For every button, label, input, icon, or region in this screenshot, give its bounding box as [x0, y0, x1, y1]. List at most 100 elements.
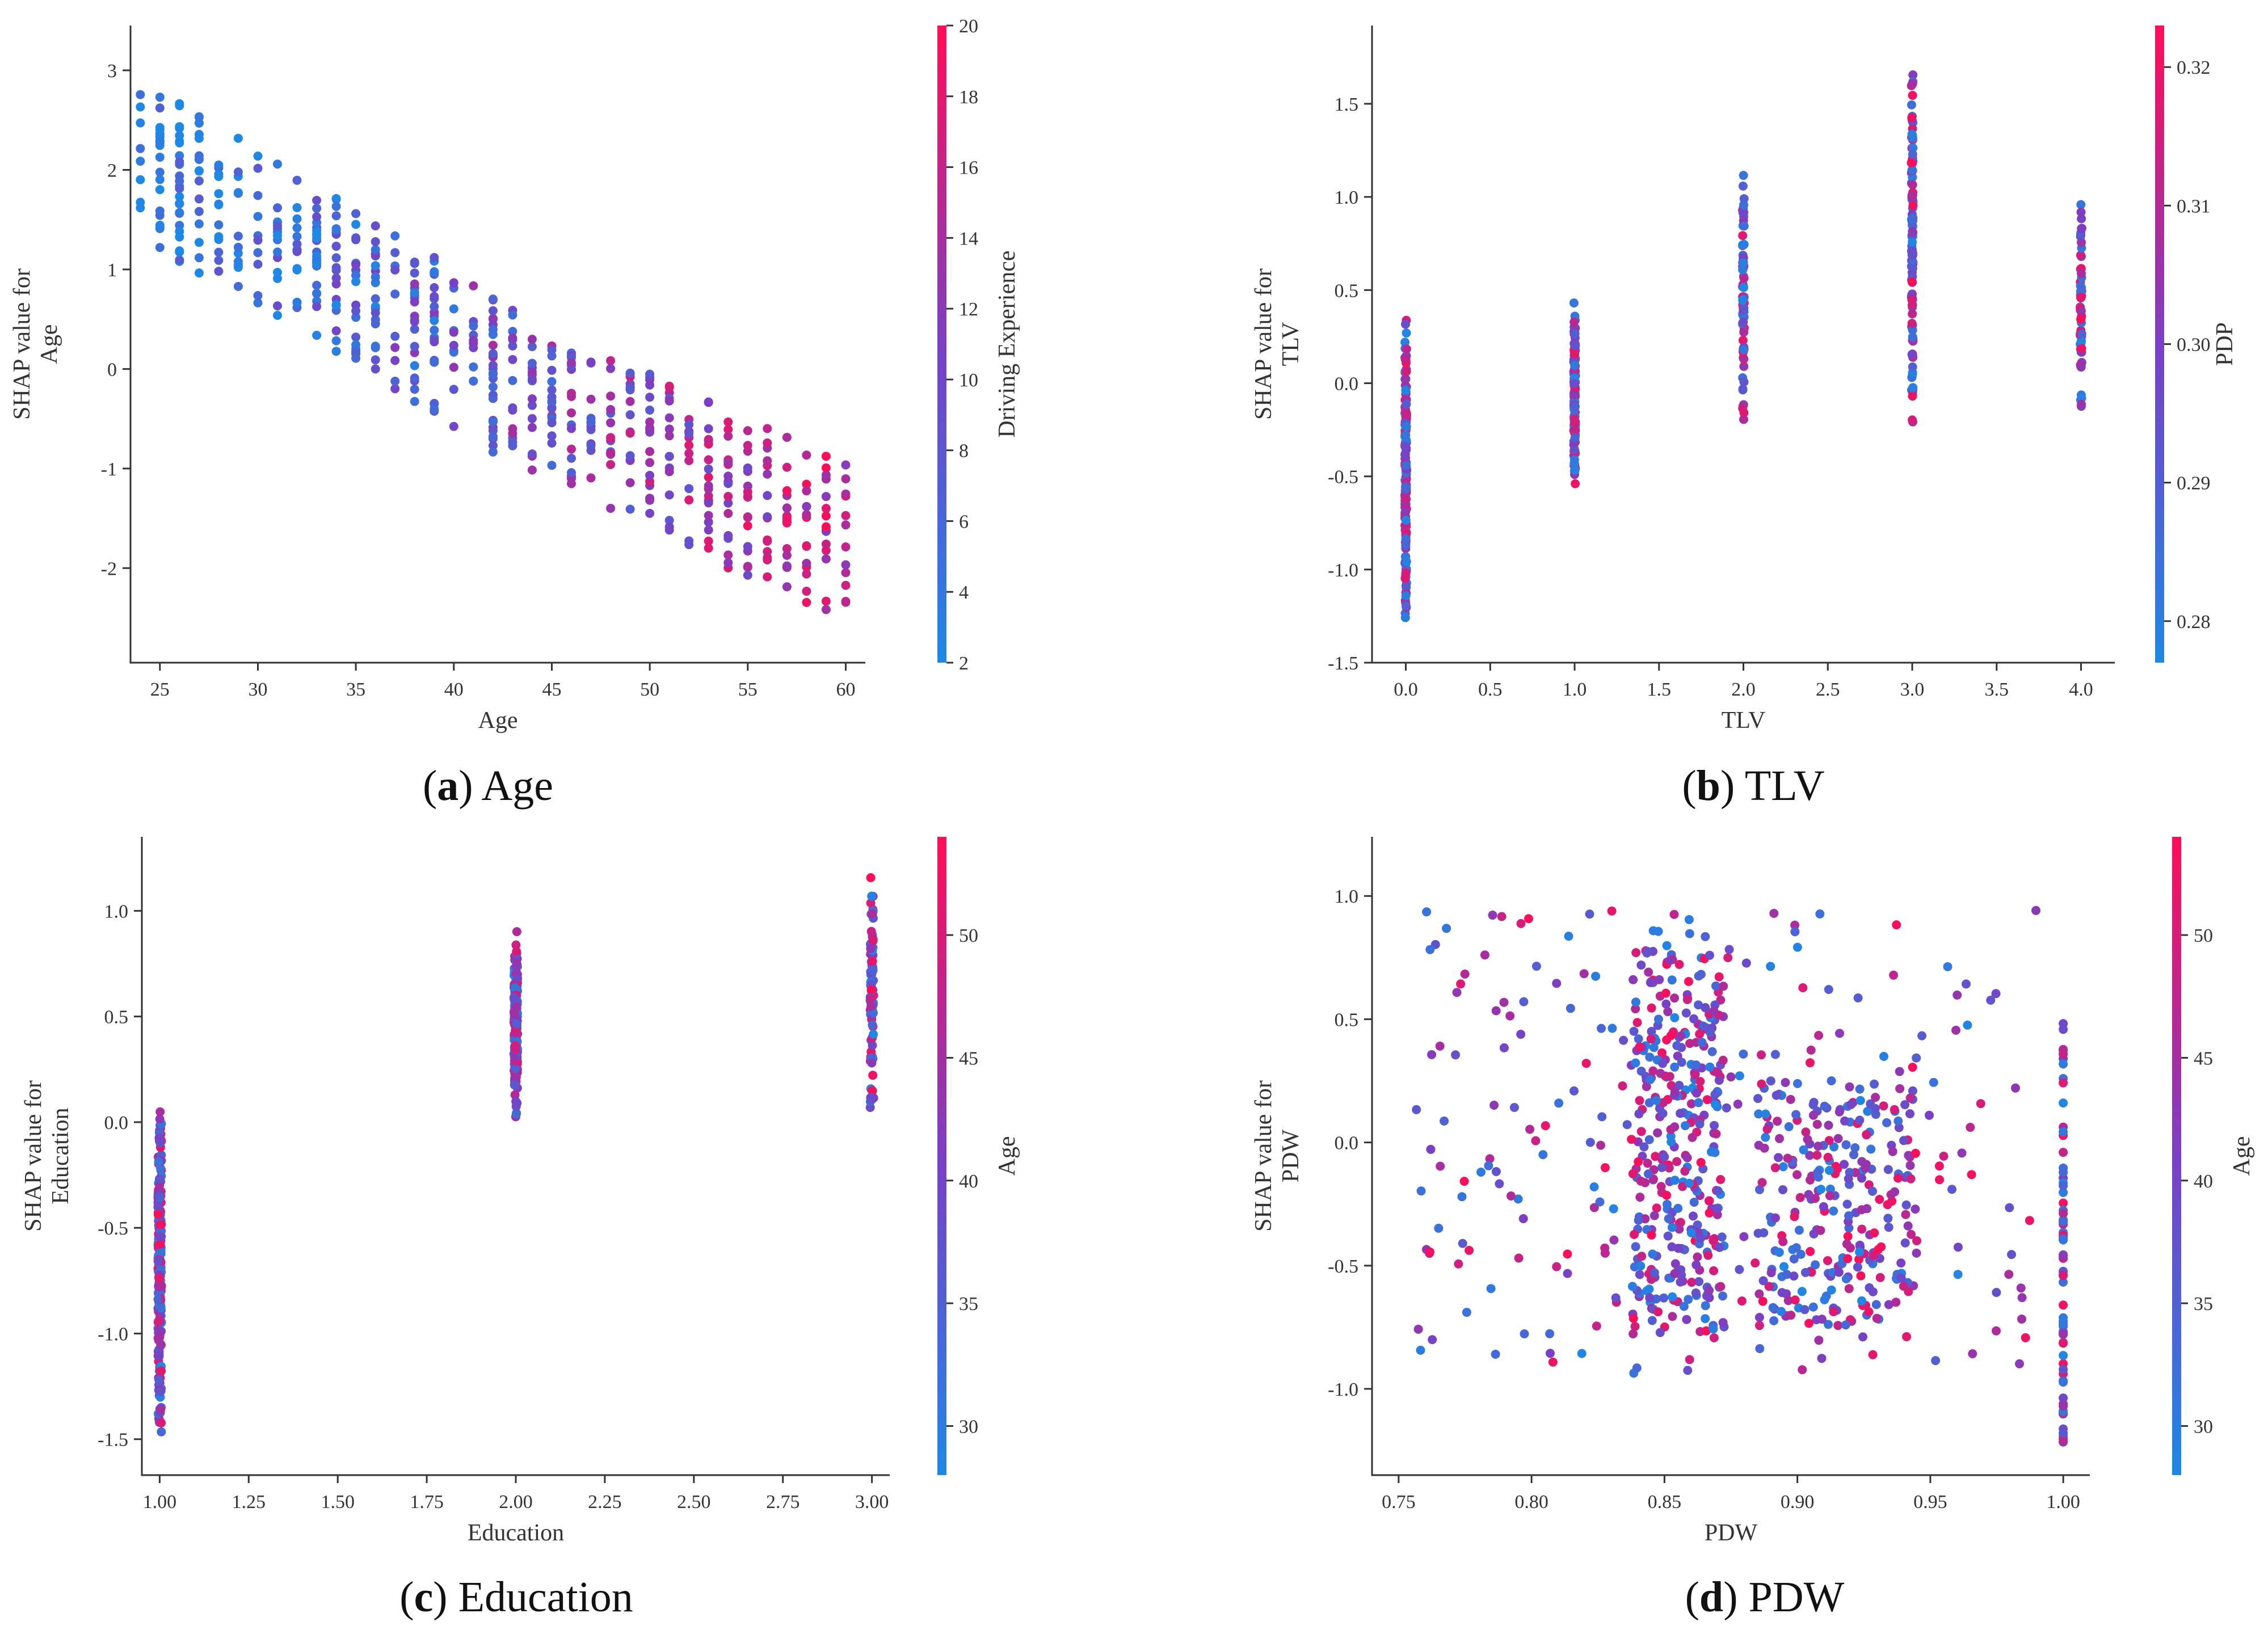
y-tick-label: -2 [101, 558, 117, 579]
scatter-point [821, 463, 831, 473]
scatter-point [155, 1240, 164, 1249]
scatter-point [763, 536, 772, 546]
scatter-point [1943, 962, 1953, 971]
scatter-point [866, 985, 876, 995]
scatter-point [1816, 1225, 1825, 1235]
scatter-point [1853, 993, 1863, 1003]
scatter-point [1661, 999, 1671, 1009]
scatter-point [1907, 295, 1917, 305]
scatter-point [371, 308, 380, 318]
scatter-point [1681, 1008, 1691, 1018]
scatter-point [253, 259, 263, 269]
scatter-point [1509, 1103, 1519, 1112]
scatter-point [1670, 1176, 1680, 1185]
scatter-point [1739, 304, 1749, 313]
scatter-point [1908, 190, 1917, 200]
scatter-point [1895, 1067, 1904, 1076]
scatter-point [1682, 995, 1692, 1004]
scatter-point [1693, 1252, 1702, 1262]
scatter-point [1659, 1098, 1668, 1107]
scatter-point [1840, 1116, 1849, 1126]
scatter-point [1884, 1223, 1893, 1232]
scatter-point [1689, 1014, 1698, 1024]
scatter-point [1678, 1182, 1688, 1191]
scatter-point [469, 321, 478, 331]
scatter-point [410, 268, 419, 278]
scatter-point [1488, 911, 1497, 920]
scatter-point [1841, 1274, 1851, 1283]
scatter-point [1664, 1163, 1674, 1173]
scatter-point [1630, 1322, 1640, 1331]
scatter-point [488, 360, 498, 370]
scatter-point [1766, 1268, 1776, 1278]
scatter-point [1863, 1106, 1873, 1116]
scatter-point [1637, 1252, 1647, 1261]
scatter-point [1674, 1081, 1684, 1090]
scatter-point [1908, 201, 1918, 210]
scatter-point [1719, 982, 1728, 991]
scatter-point [763, 469, 772, 479]
scatter-point [743, 463, 752, 473]
scatter-point [841, 580, 851, 590]
scatter-point [1883, 1200, 1892, 1210]
scatter-point [1739, 221, 1749, 231]
scatter-point [1870, 1079, 1879, 1089]
scatter-point [273, 221, 282, 230]
x-tick-label: 2.50 [677, 1492, 711, 1513]
scatter-point [1564, 932, 1573, 941]
scatter-point [1908, 91, 1917, 100]
scatter-point [175, 246, 184, 256]
scatter-points [136, 90, 851, 614]
scatter-point [1672, 1041, 1682, 1050]
y-tick-label: -1.0 [1328, 560, 1358, 581]
colorbar-label: Age [994, 1136, 1020, 1176]
scatter-point [1718, 1291, 1727, 1301]
scatter-point [1777, 1288, 1787, 1298]
scatter-point [1518, 1214, 1528, 1223]
scatter-point [841, 511, 851, 520]
scatter-point [1718, 1055, 1728, 1065]
scatter-point [2076, 314, 2085, 324]
colorbar-tick-label: 50 [2194, 925, 2213, 946]
scatter-point [2059, 1148, 2068, 1157]
scatter-point [1908, 391, 1917, 401]
scatter-point [175, 122, 184, 132]
scatter-point [1636, 1176, 1646, 1186]
scatter-point [1425, 945, 1435, 954]
scatter-point [802, 502, 811, 511]
scatter-point [1709, 1266, 1719, 1275]
scatter-point [1702, 1095, 1712, 1105]
scatter-point [625, 428, 635, 438]
scatter-point [1781, 1078, 1790, 1087]
scatter-point [1778, 1237, 1788, 1246]
y-axis-label: SHAP value forEducation [20, 1080, 74, 1232]
panel-caption: (d) PDW [1685, 1573, 1845, 1621]
scatter-point [1673, 1203, 1683, 1213]
scatter-point [1401, 591, 1411, 601]
x-axis-label: TLV [1722, 707, 1766, 734]
scatter-point [488, 370, 498, 379]
scatter-point [1400, 574, 1410, 583]
scatter-point [1813, 1142, 1823, 1151]
scatter-point [155, 138, 165, 148]
scatter-point [782, 561, 792, 571]
colorbar-tick-label: 0.28 [2177, 612, 2211, 633]
scatter-point [449, 363, 458, 372]
scatter-point [312, 212, 322, 221]
scatter-point [1853, 1262, 1862, 1272]
scatter-point [1647, 1027, 1656, 1036]
colorbar-tick-label: 16 [959, 158, 978, 179]
y-tick-label: 3 [107, 61, 117, 82]
x-tick-label: 35 [346, 679, 365, 700]
scatter-point [194, 219, 204, 229]
scatter-point [867, 891, 877, 901]
scatter-point [1664, 1214, 1673, 1223]
scatter-point [547, 403, 557, 412]
scatter-point [1569, 414, 1579, 424]
scatter-point [527, 414, 537, 423]
scatter-point [704, 511, 713, 520]
scatter-point [821, 522, 831, 532]
scatter-point [1718, 1318, 1728, 1328]
scatter-point [1685, 1178, 1694, 1188]
scatter-point [547, 392, 557, 402]
